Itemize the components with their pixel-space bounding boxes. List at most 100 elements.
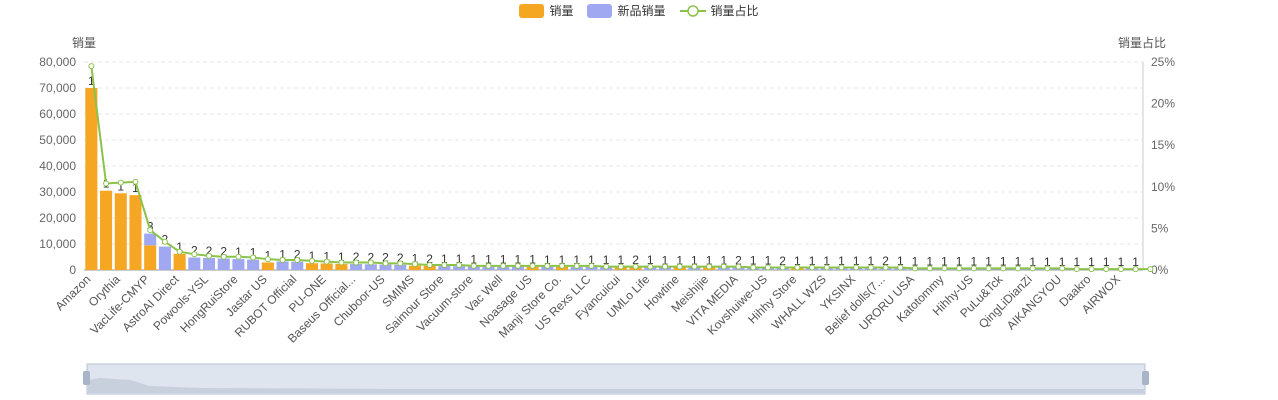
legend-swatch-new-sales (587, 3, 613, 18)
share-point (735, 263, 742, 270)
bar-sales (85, 88, 98, 270)
bar-sales (335, 264, 348, 270)
data-zoom-right-handle[interactable] (1142, 371, 1149, 385)
x-tick-label: Amazon (52, 272, 93, 313)
bar-data-label: 1 (515, 253, 522, 267)
bar-data-label: 1 (809, 254, 816, 268)
bar-data-label: 1 (1015, 255, 1022, 269)
bar-new-sales (394, 264, 407, 270)
bar-new-sales (438, 266, 451, 270)
share-point (411, 261, 418, 268)
share-point (308, 257, 315, 264)
bar-data-label: 1 (765, 254, 772, 268)
bar-data-label: 1 (838, 254, 845, 268)
share-point (603, 263, 610, 270)
bar-data-label: 2 (632, 253, 639, 267)
share-point (147, 227, 154, 234)
legend-label-new-sales: 新品销量 (617, 4, 666, 18)
bar-data-label: 1 (470, 252, 477, 266)
bar-data-label: 1 (1132, 255, 1139, 269)
share-point (426, 262, 433, 269)
y-left-tick-label: 60,000 (39, 107, 76, 121)
share-point (970, 265, 977, 272)
right-axis-name: 销量占比 (1118, 36, 1167, 50)
bar-sales (173, 253, 186, 270)
share-point (809, 264, 816, 271)
y-left-tick-label: 30,000 (39, 185, 76, 199)
share-point (500, 262, 507, 269)
share-point (1073, 266, 1080, 273)
bar-data-label: 1 (132, 181, 139, 195)
bar-data-label: 1 (647, 253, 654, 267)
share-point (470, 262, 477, 269)
share-point (103, 180, 110, 187)
share-point (206, 252, 213, 259)
share-point (956, 265, 963, 272)
bar-new-sales (247, 259, 260, 270)
bar-data-label: 2 (426, 252, 433, 266)
share-point (264, 256, 271, 263)
share-point (617, 263, 624, 270)
bar-new-sales (364, 264, 377, 270)
data-zoom-left-handle[interactable] (83, 371, 90, 385)
bar-new-sales (350, 264, 363, 270)
bar-data-label: 1 (1059, 255, 1066, 269)
share-point (1059, 265, 1066, 272)
share-point (750, 264, 757, 271)
bar-data-label: 1 (971, 255, 978, 269)
bar-sales (114, 193, 127, 270)
y-left-tick-label: 70,000 (39, 81, 76, 95)
y-left-tick-label: 0 (69, 263, 76, 277)
bar-data-label: 3 (147, 220, 154, 234)
share-point (456, 262, 463, 269)
bar-sales (129, 195, 142, 270)
share-point (338, 259, 345, 266)
bar-data-label: 1 (485, 252, 492, 266)
legend-item-sales[interactable]: 销量 (519, 2, 573, 19)
legend-item-new-sales[interactable]: 新品销量 (587, 2, 666, 19)
bar-data-label: 1 (500, 253, 507, 267)
bar-new-sales (453, 266, 466, 270)
share-point (161, 238, 168, 245)
bar-new-sales (232, 259, 245, 270)
bar-data-label: 1 (941, 254, 948, 268)
bar-data-label: 1 (985, 255, 992, 269)
y-right-tick-label: 20% (1151, 97, 1175, 111)
bar-new-sales (202, 258, 216, 270)
bar-data-label: 2 (220, 245, 227, 259)
bar-data-label: 1 (868, 254, 875, 268)
bar-data-label: 1 (441, 252, 448, 266)
share-point (397, 260, 404, 267)
bar-data-label: 1 (323, 250, 330, 264)
share-point (1117, 266, 1124, 273)
bar-data-label: 1 (1073, 255, 1080, 269)
share-point (176, 248, 183, 255)
y-right-tick-label: 10% (1151, 180, 1175, 194)
bar-data-label: 1 (956, 254, 963, 268)
bar-sales (144, 245, 157, 270)
bar-data-label: 1 (1044, 255, 1051, 269)
share-point (1014, 265, 1021, 272)
legend-label-share: 销量占比 (710, 4, 759, 18)
bar-data-label: 2 (367, 250, 374, 264)
y-left-tick-label: 80,000 (39, 55, 76, 69)
bar-data-label: 2 (382, 251, 389, 265)
bar-data-label: 1 (603, 253, 610, 267)
bar-sales (100, 190, 113, 270)
legend-swatch-share (679, 4, 706, 17)
share-point (647, 263, 654, 270)
bar-data-label: 1 (529, 253, 536, 267)
bar-new-sales (379, 264, 392, 270)
share-line (90, 66, 1151, 271)
bar-data-label: 1 (1118, 255, 1125, 269)
y-right-tick-label: 25% (1151, 55, 1175, 69)
y-right-tick-label: 15% (1151, 138, 1175, 152)
bar-new-sales (188, 257, 201, 270)
share-point (88, 63, 95, 70)
bar-data-label: 1 (309, 249, 316, 263)
legend-item-share[interactable]: 销量占比 (679, 2, 759, 19)
bar-data-label: 2 (353, 250, 360, 264)
bar-data-label: 1 (235, 245, 242, 259)
bar-new-sales (276, 261, 289, 270)
share-point (1000, 265, 1007, 272)
